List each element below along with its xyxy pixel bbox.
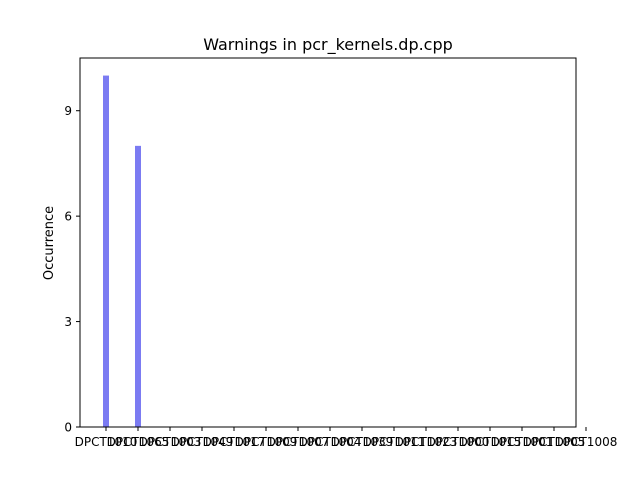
x-tick-label: DPCT1001 — [491, 435, 554, 449]
bar-dpct1010 — [103, 75, 109, 428]
x-tick-label: DPCT1004 — [299, 435, 362, 449]
x-tick-label: DPCT1011 — [363, 435, 426, 449]
plot-area-frame — [79, 57, 577, 428]
x-tick-label: DPCT1010 — [75, 435, 138, 449]
x-tick-label: DPCT1049 — [171, 435, 234, 449]
x-tick-label: DPCT1023 — [395, 435, 458, 449]
x-tick-label: DPCT1065 — [107, 435, 170, 449]
x-tick-label: DPCT1009 — [235, 435, 298, 449]
x-tick-label: DPCT1005 — [523, 435, 586, 449]
x-tick-label: DPCT1008 — [555, 435, 618, 449]
x-axis-ticks: DPCT1010DPCT1065DPCT1003DPCT1049DPCT1017… — [75, 427, 618, 449]
bars-group — [103, 75, 141, 428]
y-tick-label: 3 — [64, 315, 72, 329]
x-tick-label: DPCT1015 — [459, 435, 522, 449]
x-tick-label: DPCT1003 — [139, 435, 202, 449]
y-axis-ticks: 0 3 6 9 — [64, 104, 80, 435]
y-tick-label: 9 — [64, 104, 72, 118]
y-axis-label: Occurrence — [42, 206, 57, 280]
bar-dpct1065 — [135, 145, 141, 427]
x-tick-label: DPCT1007 — [267, 435, 330, 449]
x-tick-label: DPCT1039 — [331, 435, 394, 449]
y-tick-label: 6 — [64, 210, 72, 224]
x-tick-label: DPCT1000 — [427, 435, 490, 449]
chart-title: Warnings in pcr_kernels.dp.cpp — [203, 35, 453, 55]
y-tick-label: 0 — [64, 421, 72, 435]
x-tick-label: DPCT1017 — [203, 435, 266, 449]
